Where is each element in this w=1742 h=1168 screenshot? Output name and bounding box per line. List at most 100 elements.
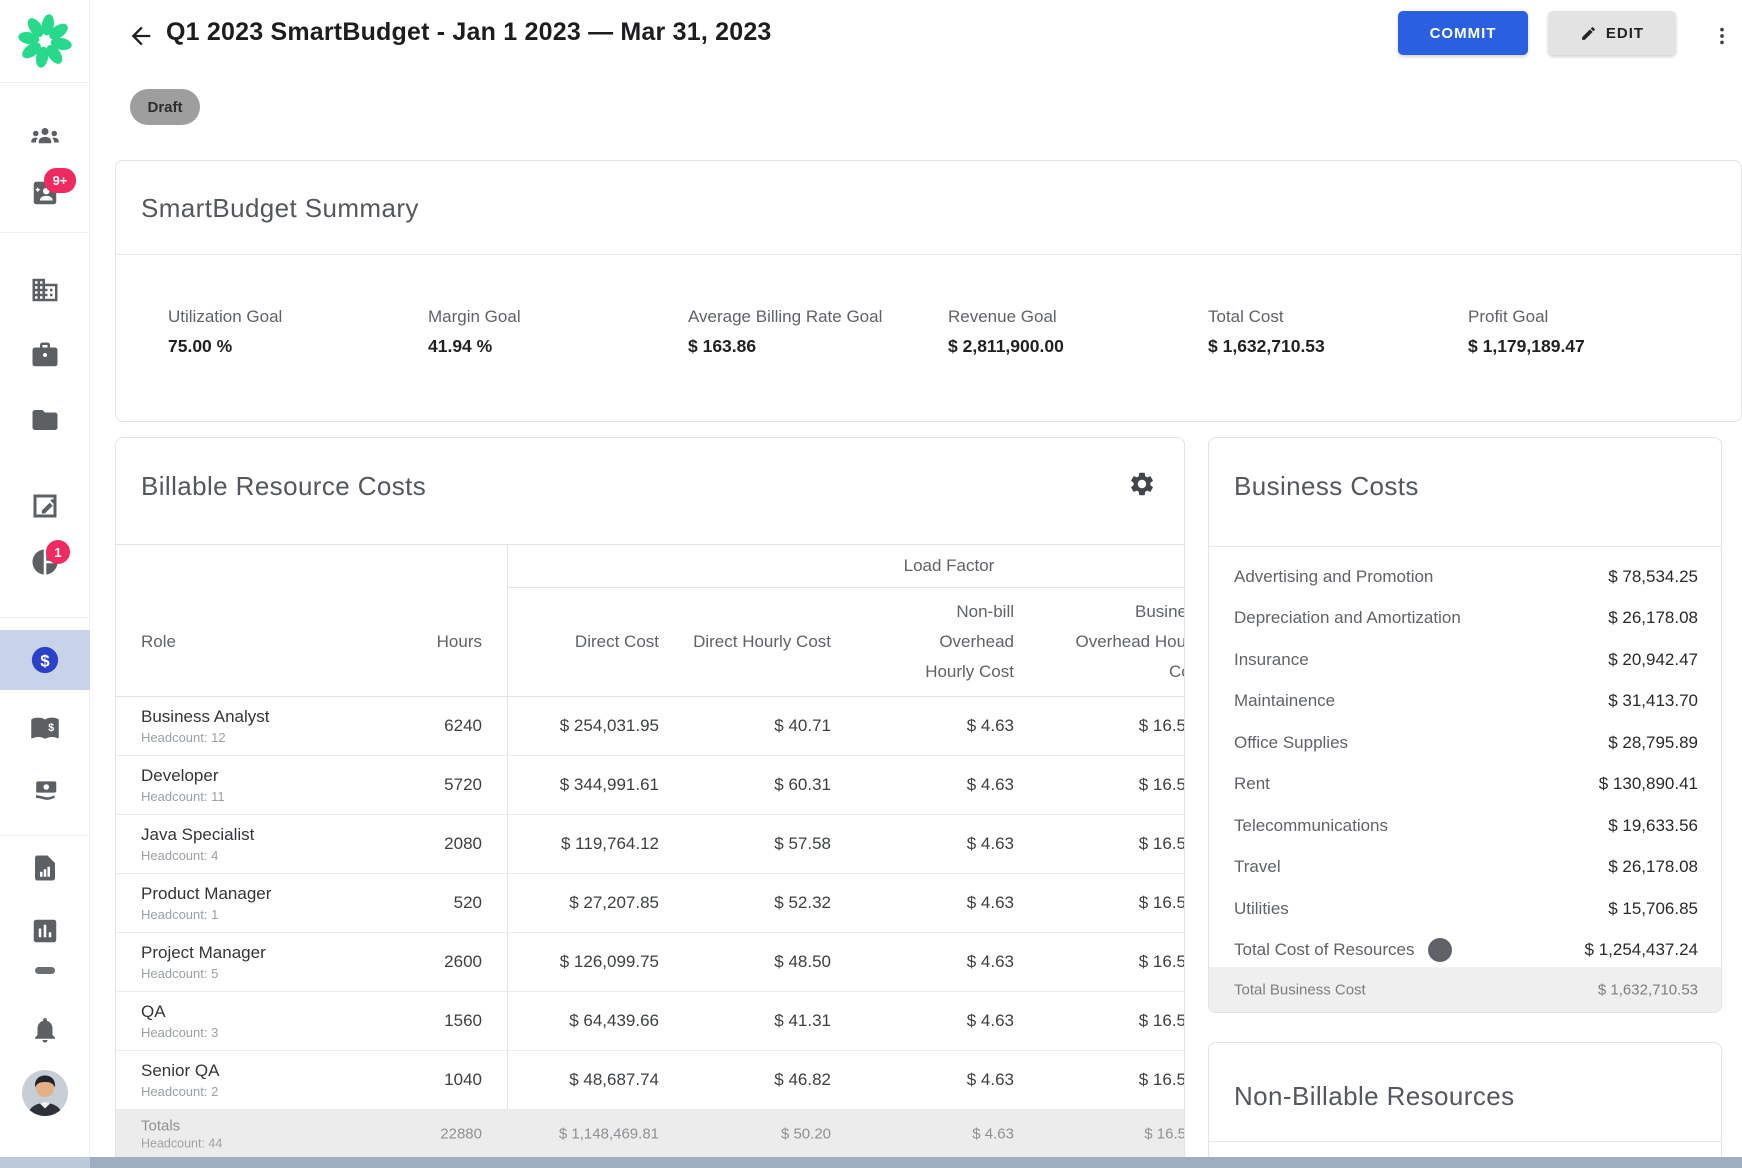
stat-label: Average Billing Rate Goal [688,307,883,326]
more-options-button[interactable] [1706,20,1738,52]
app-logo[interactable] [0,0,90,82]
table-row[interactable]: Business Analyst Headcount: 12 6240 $ 25… [116,697,1185,756]
sidebar-item-budget[interactable]: $ [0,632,90,688]
sidebar-divider [0,835,90,836]
business-cost-row: Telecommunications $ 19,633.56 [1209,805,1721,847]
billable-title: Billable Resource Costs [141,471,427,501]
direct-hourly-cell: $ 41.31 [774,1011,831,1030]
total-business-cost-label: Total Business Cost [1234,981,1366,998]
sidebar-collapse[interactable] [0,950,90,990]
business-cost-row: Depreciation and Amortization $ 26,178.0… [1209,598,1721,640]
table-row[interactable]: Senior QA Headcount: 2 1040 $ 48,687.74 … [116,1051,1184,1110]
hours-cell: 1040 [444,1070,482,1089]
direct-cost-cell: $ 48,687.74 [569,1070,659,1089]
direct-cost-cell: $ 1,148,469.81 [558,1125,659,1143]
role-headcount: Headcount: 5 [141,966,219,981]
column-header-direct-cost[interactable]: Direct Cost [574,632,659,652]
divider [116,254,1741,255]
role-name: Product Manager [141,884,272,903]
direct-hourly-cell: $ 52.32 [774,893,831,912]
non-billable-title: Non-Billable Resources [1234,1081,1515,1111]
cost-value: $ 28,795.89 [1608,732,1698,752]
business-cost-row: Insurance $ 20,942.47 [1209,639,1721,681]
table-body: Business Analyst Headcount: 12 6240 $ 25… [116,697,1185,1159]
column-header-direct-hourly[interactable]: Direct Hourly Cost [693,632,831,652]
business-cost-row: Advertising and Promotion $ 78,534.25 [1209,556,1721,598]
table-vertical-divider [507,545,508,1168]
back-button[interactable] [127,22,157,52]
cost-label: Office Supplies [1234,732,1349,752]
sidebar-item-company[interactable] [0,262,90,318]
role-name: Business Analyst [141,707,270,726]
business-overhead-cell: $ 16.5 [1138,834,1185,853]
summary-stat: Margin Goal 41.94 % [428,307,678,357]
sidebar-item-notifications[interactable] [0,1002,90,1058]
cost-label: Rent [1234,774,1270,794]
sidebar-item-payments[interactable] [0,764,90,820]
business-cost-row: Office Supplies $ 28,795.89 [1209,722,1721,764]
help-icon[interactable] [1428,938,1453,963]
column-header-role[interactable]: Role [141,632,176,651]
total-business-cost-value: $ 1,632,710.53 [1597,981,1698,998]
company-icon [32,278,58,302]
direct-cost-cell: $ 344,991.61 [559,775,659,794]
edit-button[interactable]: EDIT [1548,11,1676,55]
column-header-business-overhead[interactable]: Business Overhead Hourly Cost [1075,602,1185,681]
rates-book-icon: $ [31,717,59,739]
role-name: QA [141,1002,166,1021]
divider [507,587,1184,588]
stat-value: $ 163.86 [688,336,757,356]
role-name: Developer [141,766,219,785]
cost-value: $ 78,534.25 [1608,566,1698,586]
sidebar-item-projects[interactable] [0,327,90,383]
top-header: Q1 2023 SmartBudget - Jan 1 2023 — Mar 3… [90,0,1742,125]
svg-text:$: $ [40,651,50,670]
business-overhead-cell: $ 16.5 [1138,1011,1185,1030]
table-row[interactable]: Product Manager Headcount: 1 520 $ 27,20… [116,874,1185,933]
business-overhead-cell: $ 16.5 [1138,893,1185,912]
analytics-icon [33,919,57,943]
sidebar-item-rates[interactable]: $ [0,699,90,755]
business-overhead-cell: $ 16.5 [1144,1125,1185,1143]
sidebar-item-folders[interactable] [0,392,90,448]
business-cost-row: Rent $ 130,890.41 [1209,764,1721,806]
column-header-hours[interactable]: Hours [436,632,482,652]
role-headcount: Headcount: 12 [141,730,226,745]
table-settings-button[interactable] [1128,470,1158,500]
summary-stat: Average Billing Rate Goal $ 163.86 [688,307,938,357]
business-overhead-cell: $ 16.5 [1138,775,1185,794]
table-row[interactable]: Developer Headcount: 11 5720 $ 344,991.6… [116,756,1185,815]
sidebar-item-allocation[interactable] [0,534,90,590]
sidebar-item-report-edit[interactable] [0,478,90,534]
invoice-doc-icon [35,855,55,881]
avatar-photo-icon [22,1070,68,1116]
cost-label: Advertising and Promotion [1234,566,1434,586]
sidebar-item-team[interactable] [0,109,90,165]
table-row[interactable]: QA Headcount: 3 1560 $ 64,439.66 $ 41.31… [116,992,1185,1051]
column-header-nonbill-overhead[interactable]: Non-bill Overhead Hourly Cost [925,602,1014,681]
sidebar-item-invoices[interactable] [0,840,90,896]
table-row[interactable]: Project Manager Headcount: 5 2600 $ 126,… [116,933,1184,992]
more-vert-icon [1720,27,1724,45]
role-name: Java Specialist [141,825,255,844]
user-avatar[interactable] [22,1070,68,1116]
role-headcount: Headcount: 44 [141,1136,223,1151]
hours-cell: 520 [453,893,482,912]
table-header-row: Role Hours Direct Cost Direct Hourly Cos… [116,587,1185,697]
direct-hourly-cell: $ 60.31 [774,775,831,794]
commit-button[interactable]: COMMIT [1398,11,1528,55]
budget-dollar-icon: $ [31,646,59,674]
horizontal-scrollbar[interactable] [90,1157,1742,1168]
cost-value: $ 19,633.56 [1608,815,1698,835]
nonbill-overhead-cell: $ 4.63 [966,893,1014,912]
direct-hourly-cell: $ 50.20 [780,1125,831,1143]
sidebar-item-analytics[interactable] [0,903,90,959]
total-business-cost-row: Total Business Cost $ 1,632,710.53 [1209,967,1721,1012]
hours-cell: 1560 [444,1011,482,1030]
cost-label: Travel [1234,857,1281,877]
business-overhead-cell: $ 16.5 [1138,716,1185,735]
svg-text:$: $ [48,722,54,734]
table-row[interactable]: Java Specialist Headcount: 4 2080 $ 119,… [116,815,1185,874]
direct-hourly-cell: $ 46.82 [774,1070,831,1089]
